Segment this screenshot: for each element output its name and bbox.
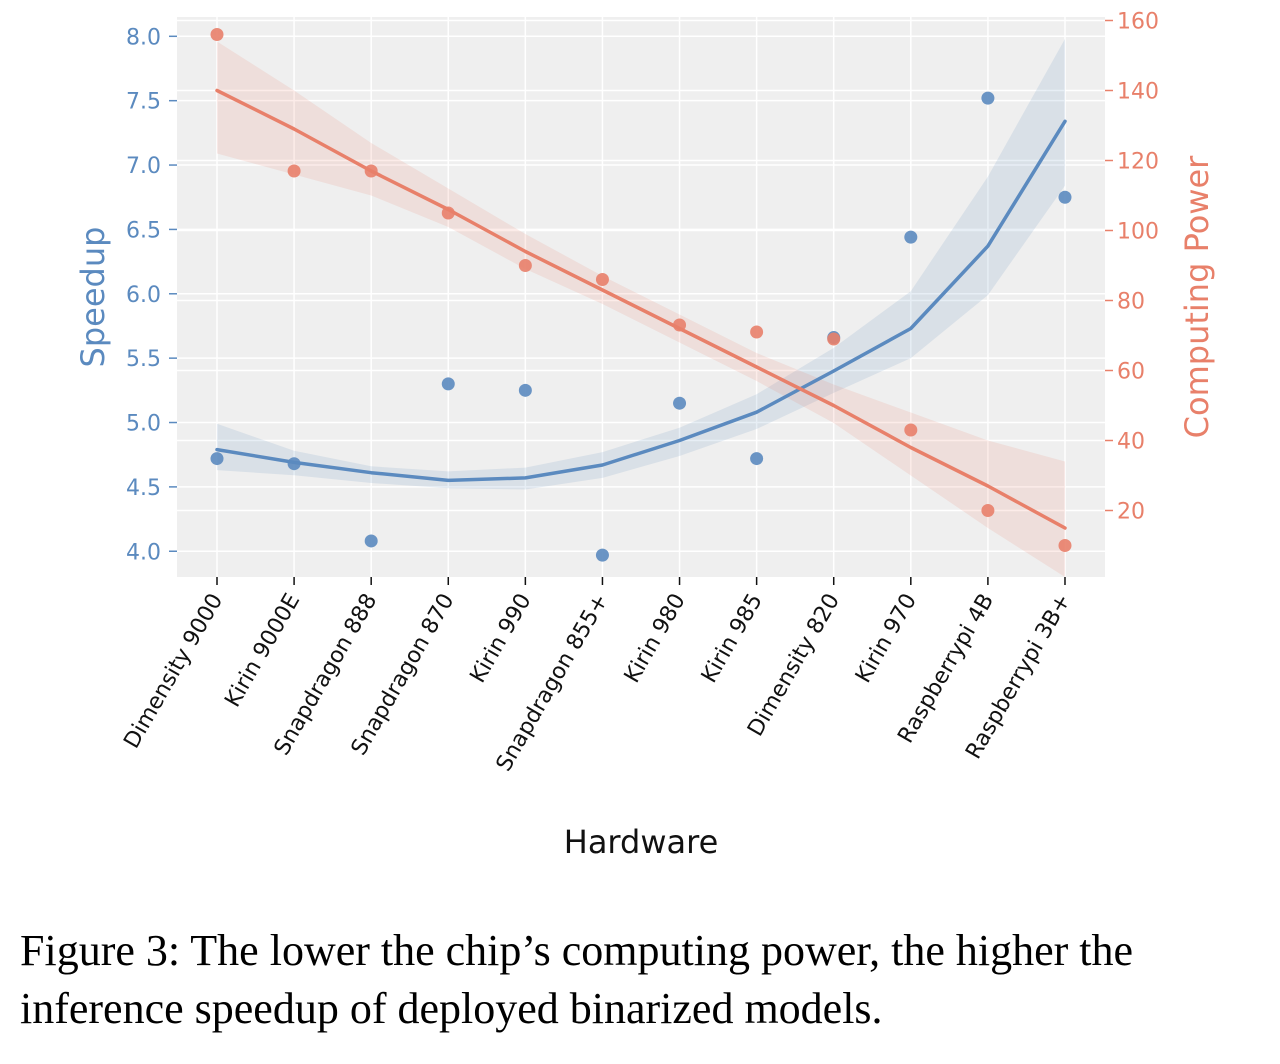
data-point-left xyxy=(595,548,609,562)
right-tick-label: 120 xyxy=(1117,150,1159,175)
data-point-right xyxy=(364,164,378,178)
data-point-left xyxy=(210,452,224,466)
right-tick-label: 20 xyxy=(1117,500,1145,525)
grid-lines xyxy=(177,17,1105,577)
x-tick-label: Kirin 980 xyxy=(620,590,691,688)
data-point-left xyxy=(904,230,918,244)
figure-caption: Figure 3: The lower the chip’s computing… xyxy=(20,926,1134,1033)
x-tick-label: Kirin 9000E xyxy=(220,590,305,712)
data-point-left xyxy=(364,534,378,548)
left-tick-label: 4.0 xyxy=(126,540,161,565)
data-point-left xyxy=(750,452,764,466)
data-point-left xyxy=(673,396,687,410)
left-tick-label: 6.5 xyxy=(126,218,161,243)
left-tick-label: 5.5 xyxy=(126,347,161,372)
data-point-right xyxy=(750,325,764,339)
data-point-right xyxy=(673,318,687,332)
data-point-right xyxy=(1058,539,1072,552)
y-axis-right-label: Computing Power xyxy=(1178,155,1216,438)
left-tick-label: 7.5 xyxy=(126,90,161,115)
left-tick-label: 7.0 xyxy=(126,154,161,179)
data-points xyxy=(210,28,1072,562)
left-axis-ticks: 4.0 4.5 5.0 5.5 6.0 6.5 7.0 7.5 8.0 xyxy=(126,25,177,565)
data-point-left xyxy=(441,377,455,391)
data-point-left xyxy=(287,457,301,471)
data-point-left xyxy=(981,91,995,105)
x-axis-label: Hardware xyxy=(564,823,719,861)
left-tick-label: 5.0 xyxy=(126,412,161,437)
data-point-right xyxy=(595,273,609,286)
right-tick-label: 40 xyxy=(1117,430,1145,455)
fit-line-right xyxy=(215,88,1067,530)
right-tick-label: 80 xyxy=(1117,290,1145,315)
data-point-left xyxy=(1058,190,1072,204)
data-point-right xyxy=(441,206,455,220)
data-point-right xyxy=(210,28,224,41)
x-tick-label: Kirin 985 xyxy=(697,590,768,688)
left-tick-label: 4.5 xyxy=(126,476,161,501)
data-point-right xyxy=(827,332,841,346)
confidence-band-left xyxy=(217,38,1065,490)
right-tick-label: 160 xyxy=(1117,10,1159,35)
data-point-right xyxy=(904,423,918,437)
plot-background xyxy=(177,17,1105,577)
right-tick-label: 60 xyxy=(1117,360,1145,385)
y-axis-left-label: Speedup xyxy=(74,227,112,368)
fit-line-left xyxy=(215,119,1067,483)
data-point-left xyxy=(518,383,532,397)
x-tick-label: Kirin 970 xyxy=(851,590,922,688)
chart: 4.0 4.5 5.0 5.5 6.0 6.5 7.0 7.5 8.0 20 40 60 80 100 1… xyxy=(74,10,1216,862)
x-tick-label: Dimensity 9000 xyxy=(119,590,228,753)
fit-lines xyxy=(215,88,1067,530)
right-tick-label: 100 xyxy=(1117,220,1159,245)
data-point-right xyxy=(287,164,301,178)
data-point-right xyxy=(981,504,995,517)
left-tick-label: 8.0 xyxy=(126,25,161,50)
data-point-right xyxy=(518,259,532,272)
right-axis-ticks: 20 40 60 80 100 120 140 160 xyxy=(1105,10,1159,525)
left-tick-label: 6.0 xyxy=(126,283,161,308)
x-tick-label: Kirin 990 xyxy=(466,590,537,688)
right-tick-label: 140 xyxy=(1117,80,1159,105)
